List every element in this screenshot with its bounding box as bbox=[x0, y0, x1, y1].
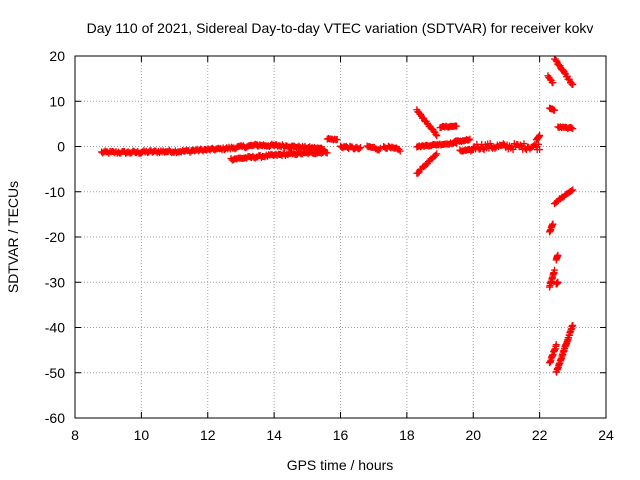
data-point-marker bbox=[414, 169, 422, 177]
data-point-marker bbox=[551, 106, 559, 114]
data-segment bbox=[546, 341, 560, 367]
data-segment bbox=[137, 146, 195, 157]
y-tick-label: 20 bbox=[49, 48, 65, 64]
data-segment bbox=[413, 150, 441, 177]
data-point-marker bbox=[554, 251, 562, 259]
data-segment bbox=[546, 220, 557, 236]
data-point-marker bbox=[375, 146, 383, 154]
data-point-marker bbox=[536, 146, 544, 154]
data-point-marker bbox=[549, 220, 557, 228]
x-tick-label: 20 bbox=[465, 427, 481, 443]
x-axis-label: GPS time / hours bbox=[287, 457, 394, 473]
data-point-marker bbox=[549, 105, 557, 113]
data-point-marker bbox=[569, 186, 577, 194]
x-tick-label: 14 bbox=[266, 427, 282, 443]
data-point-marker bbox=[355, 145, 363, 153]
data-point-marker bbox=[323, 149, 331, 157]
data-segment bbox=[227, 150, 285, 164]
data-segment bbox=[551, 55, 577, 89]
data-segment bbox=[436, 122, 461, 132]
y-tick-label: -30 bbox=[45, 274, 65, 290]
y-tick-label: -40 bbox=[45, 320, 65, 336]
data-point-marker bbox=[453, 122, 461, 130]
y-tick-label: 10 bbox=[49, 93, 65, 109]
data-segment bbox=[98, 147, 145, 157]
data-point-marker bbox=[433, 132, 441, 140]
data-point-marker bbox=[534, 140, 542, 148]
data-point-marker bbox=[432, 130, 440, 138]
data-point-marker bbox=[568, 187, 576, 195]
data-point-marker bbox=[565, 75, 573, 83]
data-point-marker bbox=[520, 140, 528, 148]
x-tick-label: 10 bbox=[134, 427, 150, 443]
data-point-marker bbox=[569, 322, 577, 330]
y-tick-label: -10 bbox=[45, 184, 65, 200]
data-point-marker bbox=[552, 341, 560, 349]
data-segment bbox=[551, 186, 577, 208]
data-segment bbox=[552, 251, 562, 264]
data-point-marker bbox=[552, 57, 560, 65]
chart-title: Day 110 of 2021, Sidereal Day-to-day VTE… bbox=[87, 20, 594, 36]
grid-lines bbox=[75, 56, 606, 418]
data-point-marker bbox=[466, 135, 474, 143]
data-segment bbox=[323, 135, 341, 144]
x-tick-label: 12 bbox=[200, 427, 216, 443]
data-segment bbox=[220, 140, 262, 153]
data-segment bbox=[449, 135, 474, 147]
data-point-marker bbox=[499, 140, 507, 148]
data-point-marker bbox=[432, 151, 440, 159]
data-point-marker bbox=[567, 79, 575, 87]
data-point-marker bbox=[333, 136, 341, 144]
data-segment bbox=[554, 123, 577, 133]
data-point-marker bbox=[479, 145, 487, 153]
data-point-marker bbox=[569, 81, 577, 89]
data-segment bbox=[552, 278, 562, 288]
data-segment bbox=[413, 106, 441, 140]
data-point-marker bbox=[356, 143, 364, 151]
data-segment bbox=[552, 322, 577, 376]
data-segment bbox=[456, 146, 477, 155]
x-tick-label: 8 bbox=[71, 427, 79, 443]
data-point-marker bbox=[568, 124, 576, 132]
data-point-marker bbox=[433, 150, 441, 158]
y-tick-label: -50 bbox=[45, 365, 65, 381]
data-segment bbox=[337, 142, 364, 153]
y-axis-label: SDTVAR / TECUs bbox=[5, 181, 21, 293]
data-segment bbox=[287, 142, 328, 154]
data-segment bbox=[544, 72, 557, 87]
y-tick-label: -60 bbox=[45, 410, 65, 426]
data-point-marker bbox=[549, 79, 557, 87]
data-segment bbox=[363, 142, 384, 154]
data-point-marker bbox=[486, 140, 494, 148]
data-point-marker bbox=[551, 266, 559, 274]
data-segment bbox=[380, 142, 404, 155]
data-point-marker bbox=[536, 131, 544, 139]
data-segment bbox=[469, 140, 544, 154]
y-tick-label: -20 bbox=[45, 229, 65, 245]
data-segment bbox=[532, 131, 544, 144]
x-tick-label: 24 bbox=[598, 427, 614, 443]
x-axis-ticks: 8 10 12 14 16 18 20 22 24 bbox=[71, 56, 614, 443]
data-point-marker bbox=[555, 61, 563, 69]
data-point-marker bbox=[396, 147, 404, 155]
x-tick-label: 18 bbox=[399, 427, 415, 443]
data-point-marker bbox=[465, 136, 473, 144]
x-tick-label: 16 bbox=[333, 427, 349, 443]
data-segment bbox=[277, 147, 331, 160]
series-points bbox=[98, 55, 577, 376]
y-tick-label: 0 bbox=[57, 139, 65, 155]
data-segment bbox=[546, 266, 559, 291]
y-axis-ticks: 20 10 0 -10 -20 -30 -40 -50 -60 bbox=[45, 48, 606, 426]
data-point-marker bbox=[516, 141, 524, 149]
data-point-marker bbox=[554, 278, 562, 286]
x-tick-label: 22 bbox=[532, 427, 548, 443]
data-segment bbox=[546, 104, 559, 114]
data-point-marker bbox=[569, 125, 577, 133]
